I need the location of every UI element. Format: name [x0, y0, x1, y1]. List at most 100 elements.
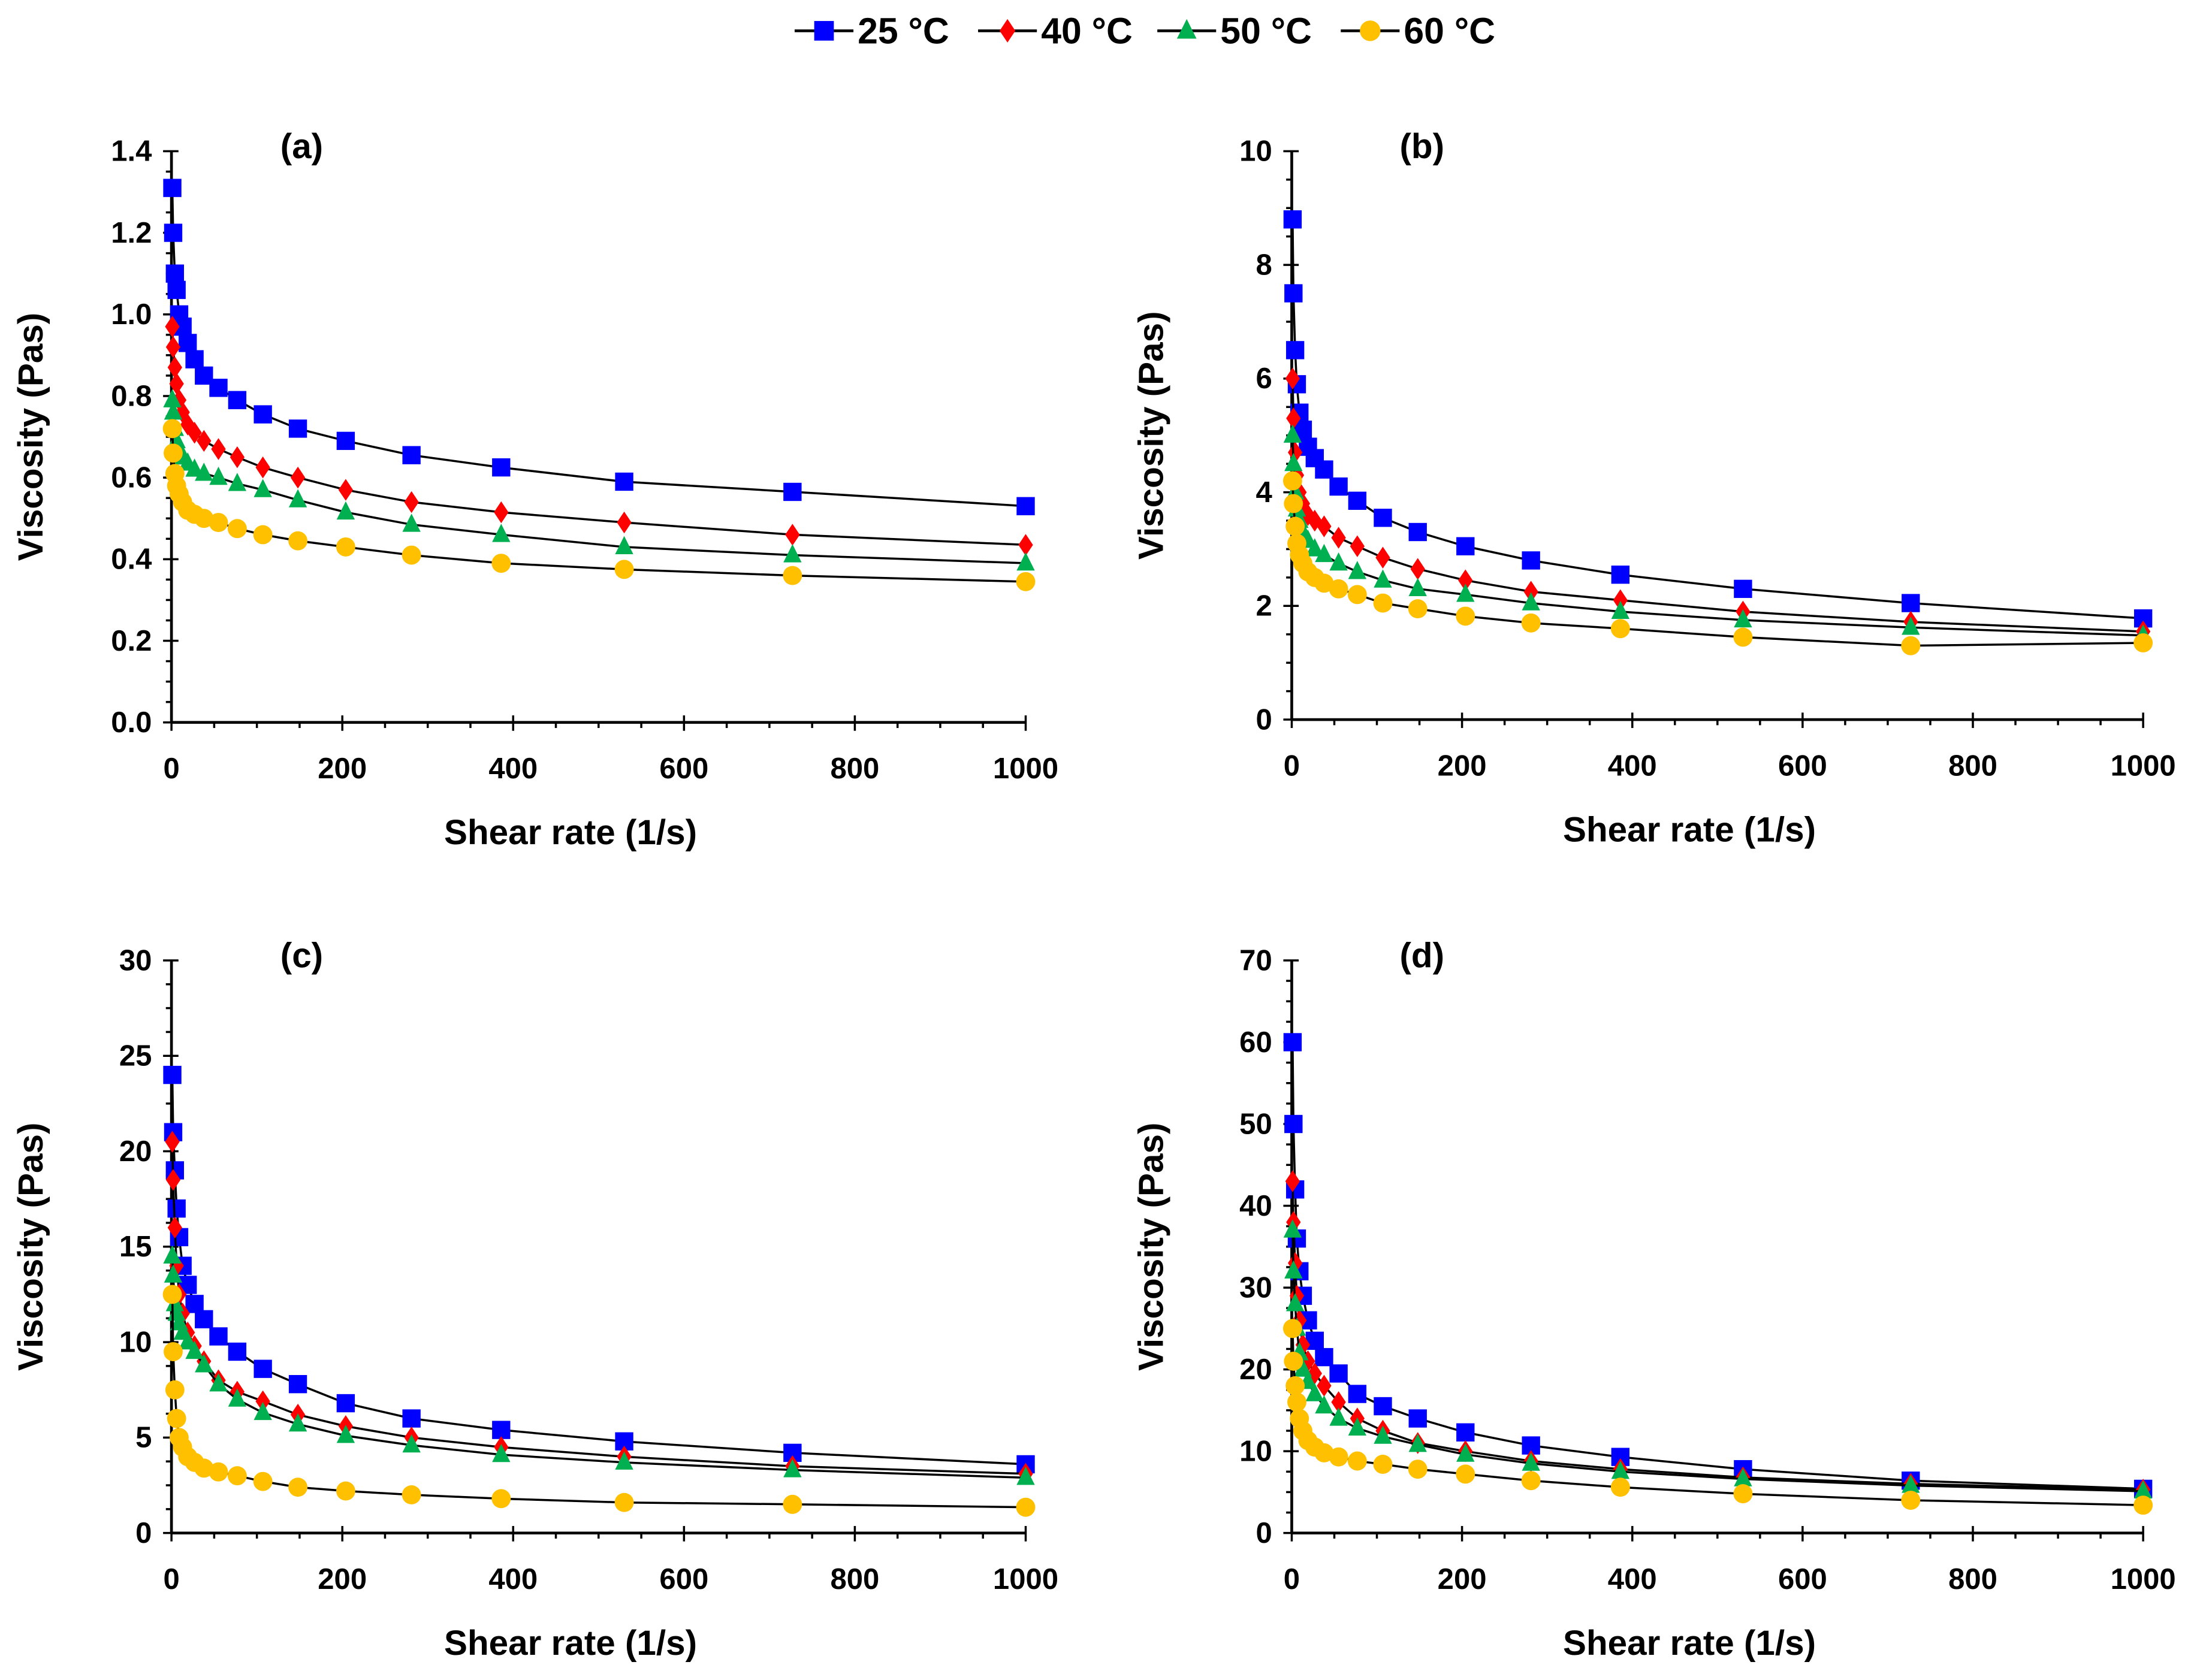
data-point [617, 511, 632, 534]
data-point [1329, 477, 1348, 496]
x-tick-label: 0 [163, 1563, 179, 1596]
data-point [615, 1451, 633, 1470]
legend-label: 50 °C [1220, 10, 1312, 51]
series-line [171, 1075, 1026, 1466]
data-point [1284, 284, 1303, 303]
data-point [1374, 1425, 1392, 1444]
data-point [1283, 210, 1302, 229]
data-point [1300, 1350, 1315, 1373]
data-point [1522, 592, 1540, 611]
x-tick-label: 0 [1284, 750, 1300, 782]
data-point [1456, 606, 1475, 626]
panel-label: (c) [280, 936, 323, 975]
y-axis-title: Viscosity (Pas) [11, 313, 50, 561]
series-circle [1282, 1319, 2153, 1515]
data-point [336, 1481, 355, 1501]
data-point [1292, 1309, 1307, 1331]
y-tick-label: 6 [1256, 362, 1272, 395]
y-tick-label: 70 [1239, 944, 1272, 977]
data-point [1283, 424, 1302, 443]
legend: 25 °C 40 °C 50 °C 60 °C [794, 10, 1495, 51]
data-point [167, 1409, 186, 1428]
data-point [1348, 491, 1367, 510]
data-point [1456, 537, 1475, 555]
data-point [1283, 1219, 1302, 1238]
data-point [167, 280, 186, 300]
data-point [491, 1489, 511, 1509]
y-tick-label: 1.2 [111, 217, 152, 249]
data-point [1285, 516, 1305, 536]
y-tick-label: 30 [119, 944, 152, 977]
data-point [1373, 1455, 1393, 1474]
data-point [1016, 497, 1035, 515]
data-point [1317, 515, 1332, 537]
data-point [167, 1216, 182, 1239]
data-point [255, 1390, 270, 1413]
data-point [194, 509, 214, 528]
data-point [1314, 1443, 1334, 1463]
data-point [336, 537, 355, 557]
data-point [1016, 1497, 1036, 1517]
legend-label: 40 °C [1041, 10, 1133, 51]
data-point [185, 458, 204, 477]
data-point [253, 1471, 273, 1491]
data-point [1315, 543, 1333, 563]
data-point [1016, 572, 1036, 591]
y-tick-label: 60 [1239, 1026, 1272, 1059]
data-point [1610, 619, 1630, 639]
data-point [1901, 1491, 1921, 1510]
data-point [227, 1466, 247, 1486]
data-point [1329, 1364, 1348, 1383]
x-tick-label: 600 [659, 1563, 708, 1596]
data-point [164, 401, 183, 420]
data-point [1522, 551, 1540, 570]
data-point [1902, 1474, 1920, 1493]
data-point [614, 560, 634, 579]
data-point [288, 531, 308, 551]
x-tick-label: 800 [1948, 1563, 1997, 1596]
data-point [228, 473, 247, 491]
data-point [614, 1492, 634, 1512]
data-point [187, 422, 202, 444]
x-tick-label: 1000 [2111, 1563, 2176, 1596]
data-point [164, 1342, 183, 1361]
data-point [211, 438, 226, 460]
legend-item-1: 25 °C [794, 10, 949, 51]
data-point [209, 466, 228, 485]
data-point [1521, 613, 1541, 633]
data-point [1315, 1395, 1333, 1414]
data-point [165, 336, 181, 358]
panel-d: 0 200 400 600 800 1000 0 10 20 30 40 50 60 70 Shear ra… [1131, 936, 2175, 1663]
data-point [1613, 589, 1628, 612]
x-tick-label: 400 [1608, 1563, 1657, 1596]
data-point [197, 430, 212, 452]
series-triangle [163, 389, 1035, 571]
data-point [1902, 594, 1920, 612]
data-point [185, 1340, 204, 1359]
data-point [1456, 1443, 1475, 1462]
data-point [163, 179, 182, 197]
legend-marker-circle-icon [1360, 20, 1381, 41]
data-point [1283, 1033, 1302, 1051]
panel-label: (b) [1399, 127, 1444, 166]
data-point [1348, 1417, 1367, 1436]
data-point [179, 334, 197, 352]
data-point [492, 1443, 511, 1463]
legend-item-4: 60 °C [1341, 10, 1495, 51]
data-point [402, 1409, 421, 1428]
data-point [492, 524, 511, 542]
data-point [1733, 627, 1753, 647]
data-point [1286, 407, 1301, 430]
data-point [1408, 599, 1428, 619]
data-point [209, 1327, 228, 1346]
series-line [1291, 219, 2144, 620]
y-axis-title: Viscosity (Pas) [11, 1123, 50, 1371]
panel-a: 0 200 400 600 800 1000 0.0 0.2 0.4 0.6 0.8 1.0 1.2 1.… [11, 127, 1058, 852]
data-point [163, 1245, 182, 1264]
y-tick-label: 20 [119, 1135, 152, 1168]
series-circle [162, 419, 1036, 591]
data-point [288, 1374, 307, 1394]
legend-item-2: 40 °C [978, 10, 1133, 51]
data-point [402, 513, 421, 532]
data-point [1282, 1319, 1302, 1338]
